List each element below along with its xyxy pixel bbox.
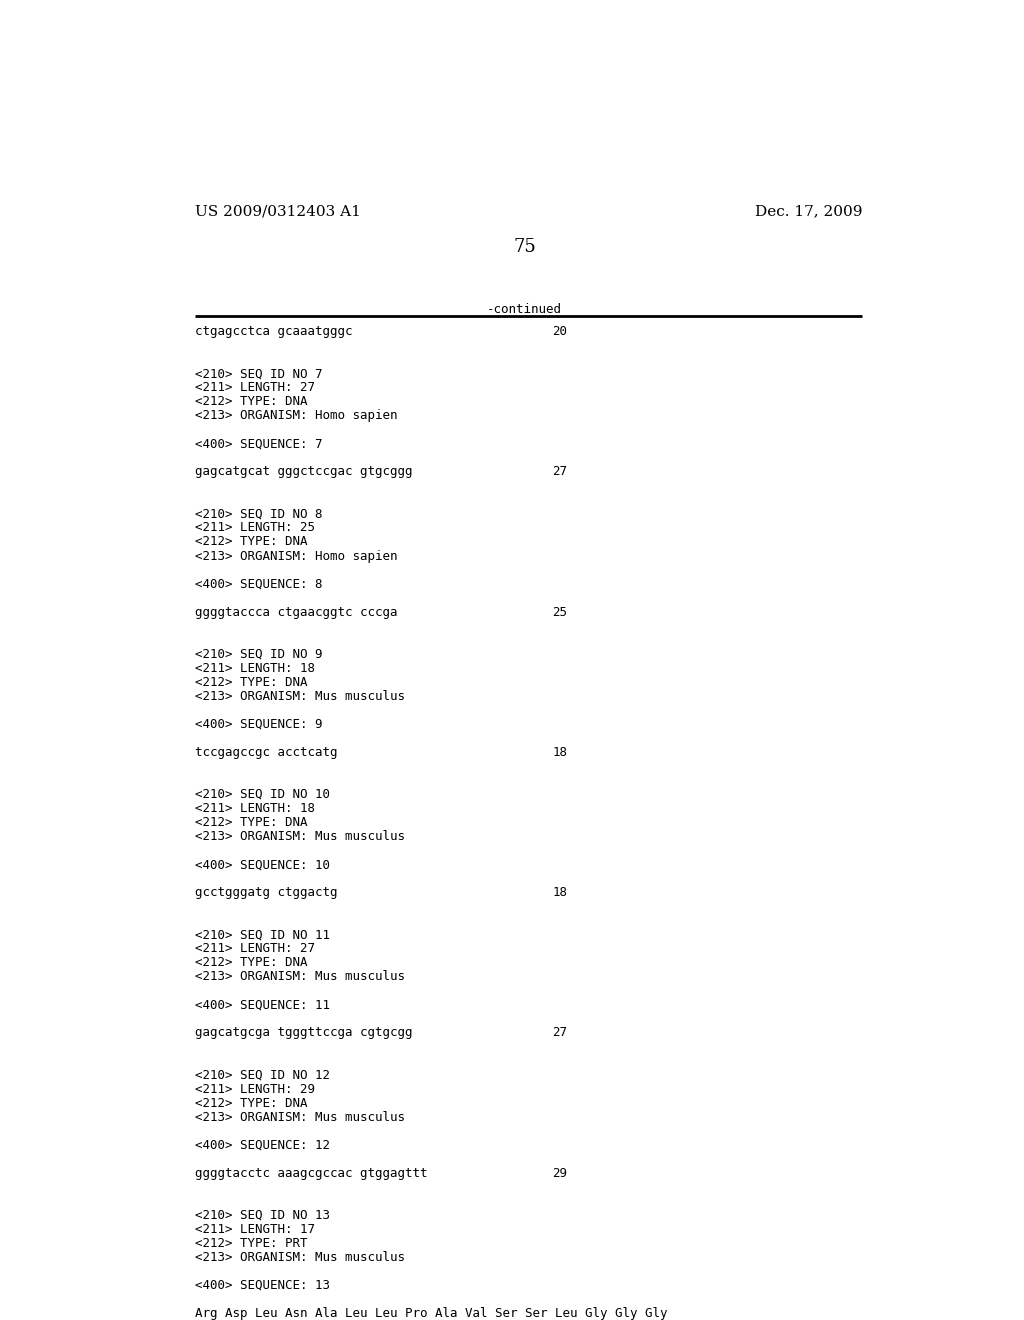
- Text: Arg Asp Leu Asn Ala Leu Leu Pro Ala Val Ser Ser Leu Gly Gly Gly: Arg Asp Leu Asn Ala Leu Leu Pro Ala Val …: [196, 1307, 668, 1320]
- Text: <212> TYPE: DNA: <212> TYPE: DNA: [196, 676, 308, 689]
- Text: 18: 18: [553, 746, 567, 759]
- Text: <213> ORGANISM: Mus musculus: <213> ORGANISM: Mus musculus: [196, 1110, 406, 1123]
- Text: <211> LENGTH: 18: <211> LENGTH: 18: [196, 803, 315, 814]
- Text: 27: 27: [553, 466, 567, 478]
- Text: 18: 18: [553, 886, 567, 899]
- Text: <213> ORGANISM: Homo sapien: <213> ORGANISM: Homo sapien: [196, 549, 398, 562]
- Text: <213> ORGANISM: Mus musculus: <213> ORGANISM: Mus musculus: [196, 690, 406, 702]
- Text: <212> TYPE: DNA: <212> TYPE: DNA: [196, 536, 308, 549]
- Text: <210> SEQ ID NO 9: <210> SEQ ID NO 9: [196, 648, 323, 661]
- Text: <210> SEQ ID NO 8: <210> SEQ ID NO 8: [196, 507, 323, 520]
- Text: <213> ORGANISM: Mus musculus: <213> ORGANISM: Mus musculus: [196, 970, 406, 983]
- Text: <212> TYPE: DNA: <212> TYPE: DNA: [196, 395, 308, 408]
- Text: <213> ORGANISM: Mus musculus: <213> ORGANISM: Mus musculus: [196, 1251, 406, 1263]
- Text: <211> LENGTH: 18: <211> LENGTH: 18: [196, 661, 315, 675]
- Text: <213> ORGANISM: Homo sapien: <213> ORGANISM: Homo sapien: [196, 409, 398, 422]
- Text: 20: 20: [553, 325, 567, 338]
- Text: <400> SEQUENCE: 12: <400> SEQUENCE: 12: [196, 1139, 331, 1151]
- Text: <400> SEQUENCE: 10: <400> SEQUENCE: 10: [196, 858, 331, 871]
- Text: <211> LENGTH: 17: <211> LENGTH: 17: [196, 1222, 315, 1236]
- Text: gcctgggatg ctggactg: gcctgggatg ctggactg: [196, 886, 338, 899]
- Text: <211> LENGTH: 27: <211> LENGTH: 27: [196, 381, 315, 395]
- Text: gagcatgcga tgggttccga cgtgcgg: gagcatgcga tgggttccga cgtgcgg: [196, 1027, 413, 1039]
- Text: <400> SEQUENCE: 7: <400> SEQUENCE: 7: [196, 437, 323, 450]
- Text: <211> LENGTH: 25: <211> LENGTH: 25: [196, 521, 315, 535]
- Text: tccgagccgc acctcatg: tccgagccgc acctcatg: [196, 746, 338, 759]
- Text: 75: 75: [513, 238, 537, 256]
- Text: <210> SEQ ID NO 12: <210> SEQ ID NO 12: [196, 1068, 331, 1081]
- Text: <400> SEQUENCE: 8: <400> SEQUENCE: 8: [196, 578, 323, 590]
- Text: <212> TYPE: PRT: <212> TYPE: PRT: [196, 1237, 308, 1250]
- Text: <400> SEQUENCE: 11: <400> SEQUENCE: 11: [196, 998, 331, 1011]
- Text: gagcatgcat gggctccgac gtgcggg: gagcatgcat gggctccgac gtgcggg: [196, 466, 413, 478]
- Text: Dec. 17, 2009: Dec. 17, 2009: [755, 205, 862, 218]
- Text: <210> SEQ ID NO 13: <210> SEQ ID NO 13: [196, 1209, 331, 1222]
- Text: <400> SEQUENCE: 13: <400> SEQUENCE: 13: [196, 1279, 331, 1292]
- Text: <212> TYPE: DNA: <212> TYPE: DNA: [196, 1097, 308, 1110]
- Text: <210> SEQ ID NO 11: <210> SEQ ID NO 11: [196, 928, 331, 941]
- Text: <211> LENGTH: 29: <211> LENGTH: 29: [196, 1082, 315, 1096]
- Text: ctgagcctca gcaaatgggc: ctgagcctca gcaaatgggc: [196, 325, 353, 338]
- Text: 25: 25: [553, 606, 567, 619]
- Text: ggggtacctc aaagcgccac gtggagttt: ggggtacctc aaagcgccac gtggagttt: [196, 1167, 428, 1180]
- Text: <213> ORGANISM: Mus musculus: <213> ORGANISM: Mus musculus: [196, 830, 406, 843]
- Text: -continued: -continued: [487, 302, 562, 315]
- Text: <212> TYPE: DNA: <212> TYPE: DNA: [196, 956, 308, 969]
- Text: ggggtaccca ctgaacggtc cccga: ggggtaccca ctgaacggtc cccga: [196, 606, 398, 619]
- Text: <210> SEQ ID NO 10: <210> SEQ ID NO 10: [196, 788, 331, 801]
- Text: 29: 29: [553, 1167, 567, 1180]
- Text: <210> SEQ ID NO 7: <210> SEQ ID NO 7: [196, 367, 323, 380]
- Text: <211> LENGTH: 27: <211> LENGTH: 27: [196, 942, 315, 956]
- Text: <212> TYPE: DNA: <212> TYPE: DNA: [196, 816, 308, 829]
- Text: 27: 27: [553, 1027, 567, 1039]
- Text: <400> SEQUENCE: 9: <400> SEQUENCE: 9: [196, 718, 323, 731]
- Text: US 2009/0312403 A1: US 2009/0312403 A1: [196, 205, 361, 218]
